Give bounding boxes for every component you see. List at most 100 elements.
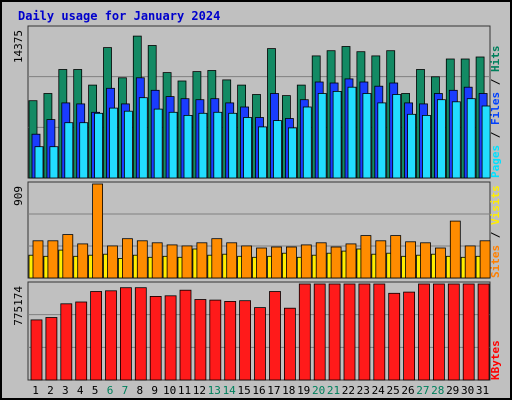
day-label: 20 xyxy=(312,384,325,397)
day-label: 13 xyxy=(208,384,221,397)
bar-pages-day-2 xyxy=(49,146,59,179)
bar-kbytes-day-13 xyxy=(209,299,222,381)
day-label: 21 xyxy=(327,384,340,397)
bar-kbytes-day-25 xyxy=(388,292,401,381)
bar-sites-day-23 xyxy=(360,235,372,279)
bar-pages-day-24 xyxy=(377,102,387,179)
bar-kbytes-day-16 xyxy=(254,307,266,381)
bar-kbytes-day-26 xyxy=(403,291,416,381)
bar-sites-day-12 xyxy=(196,242,208,279)
legend-kbytes: KBytes xyxy=(489,340,502,380)
bar-kbytes-day-28 xyxy=(432,283,445,381)
bar-kbytes-day-2 xyxy=(45,317,58,381)
bar-kbytes-day-30 xyxy=(462,283,475,381)
day-label: 8 xyxy=(136,384,143,397)
bar-sites-day-4 xyxy=(77,243,89,279)
bar-kbytes-day-22 xyxy=(343,283,356,381)
bar-pages-day-4 xyxy=(79,122,89,179)
day-label: 19 xyxy=(297,384,310,397)
bar-sites-day-20 xyxy=(315,242,327,279)
bar-pages-day-20 xyxy=(317,93,327,179)
legend-label: Pages xyxy=(489,145,502,178)
bar-pages-day-5 xyxy=(94,112,103,179)
bar-pages-day-29 xyxy=(451,101,461,179)
bar-sites-day-17 xyxy=(271,246,282,279)
bar-kbytes-day-19 xyxy=(298,283,311,381)
bar-kbytes-day-14 xyxy=(224,300,237,381)
bar-pages-day-16 xyxy=(258,126,267,179)
bar-kbytes-day-9 xyxy=(149,295,162,381)
bar-sites-day-3 xyxy=(62,234,74,279)
day-label: 24 xyxy=(372,384,386,397)
bar-sites-day-25 xyxy=(390,235,402,279)
day-label: 17 xyxy=(267,384,280,397)
day-label: 12 xyxy=(193,384,206,397)
day-label: 30 xyxy=(461,384,474,397)
bar-pages-day-8 xyxy=(138,97,148,179)
day-label: 18 xyxy=(282,384,295,397)
bar-kbytes-day-27 xyxy=(418,283,430,381)
bar-pages-day-17 xyxy=(273,120,282,179)
bar-kbytes-day-4 xyxy=(75,301,88,381)
bar-pages-day-26 xyxy=(407,113,417,179)
bar-kbytes-day-7 xyxy=(120,287,132,381)
bar-sites-day-5 xyxy=(92,183,103,279)
day-label: 10 xyxy=(163,384,176,397)
bar-sites-day-10 xyxy=(166,244,178,279)
bar-pages-day-31 xyxy=(481,105,491,179)
bar-kbytes-day-5 xyxy=(90,291,102,381)
chart-title: Daily usage for January 2024 xyxy=(18,9,220,23)
bar-kbytes-day-23 xyxy=(358,283,371,381)
legend-label: Sites xyxy=(489,245,502,278)
day-label: 29 xyxy=(446,384,459,397)
bar-pages-day-28 xyxy=(436,99,446,179)
bar-kbytes-day-15 xyxy=(239,300,252,381)
bar-sites-day-27 xyxy=(420,242,431,279)
bar-kbytes-day-31 xyxy=(477,283,490,381)
bar-kbytes-day-21 xyxy=(328,283,341,381)
bar-pages-day-19 xyxy=(302,106,312,179)
ymax-label-sites-visits: 909 xyxy=(12,186,25,206)
bar-pages-day-22 xyxy=(347,86,357,179)
day-label: 2 xyxy=(47,384,54,397)
bar-pages-day-9 xyxy=(153,108,163,179)
day-label: 23 xyxy=(357,384,370,397)
bar-sites-day-21 xyxy=(330,246,342,279)
bar-pages-day-15 xyxy=(243,117,253,179)
legend-pages-files-hits: Pages / Files / Hits xyxy=(489,46,502,179)
bar-pages-day-30 xyxy=(466,98,476,179)
bar-sites-day-19 xyxy=(300,244,312,279)
legend-label: Files xyxy=(489,92,502,125)
day-label: 5 xyxy=(92,384,99,397)
bar-kbytes-day-12 xyxy=(194,299,207,381)
bar-pages-day-7 xyxy=(124,110,133,179)
bar-kbytes-day-18 xyxy=(283,307,296,381)
bar-sites-day-28 xyxy=(434,247,446,279)
bar-kbytes-day-3 xyxy=(60,303,73,381)
day-label: 16 xyxy=(252,384,265,397)
bar-sites-day-2 xyxy=(47,240,59,279)
bar-kbytes-day-1 xyxy=(30,319,43,381)
day-label: 9 xyxy=(151,384,158,397)
bar-sites-day-8 xyxy=(136,240,148,279)
bar-sites-day-30 xyxy=(464,245,476,279)
bar-sites-day-26 xyxy=(405,241,417,279)
day-label: 15 xyxy=(237,384,250,397)
bar-pages-day-14 xyxy=(228,112,238,179)
legend-label: Hits xyxy=(489,46,502,73)
day-label: 6 xyxy=(107,384,114,397)
bar-pages-day-21 xyxy=(332,91,342,179)
bar-kbytes-day-6 xyxy=(105,290,117,381)
day-label: 1 xyxy=(32,384,39,397)
bar-sites-day-22 xyxy=(345,243,357,279)
day-label: 22 xyxy=(342,384,355,397)
bar-sites-day-16 xyxy=(256,247,267,279)
ymax-label-pages-files-hits: 14375 xyxy=(12,30,25,63)
legend-label: / xyxy=(489,225,502,245)
bar-sites-day-15 xyxy=(241,245,253,279)
bar-pages-day-6 xyxy=(109,107,118,179)
bar-sites-day-13 xyxy=(211,238,223,279)
bar-pages-day-11 xyxy=(183,115,193,179)
